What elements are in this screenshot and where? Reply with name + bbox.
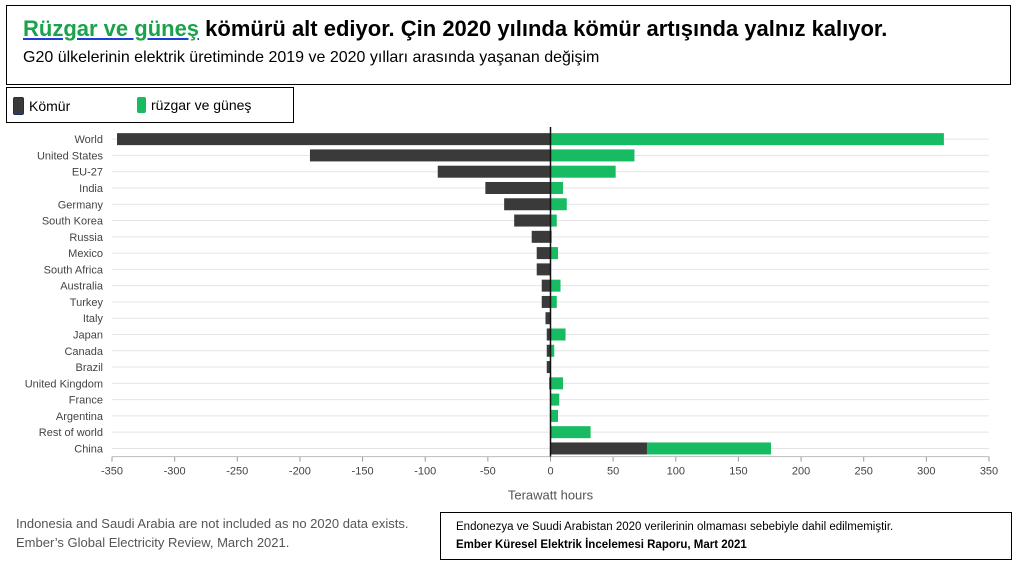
- bar-coal: [541, 279, 551, 292]
- bar-coal: [485, 181, 551, 194]
- bar-wind-solar: [550, 133, 944, 146]
- x-tick-label: -200: [289, 466, 311, 478]
- translation-note-line2: Ember Küresel Elektrik İncelemesi Raporu…: [456, 539, 747, 551]
- bar-coal: [550, 442, 647, 455]
- legend-item-coal: Kömür: [13, 97, 70, 115]
- bar-wind-solar: [550, 247, 559, 260]
- category-label: South Korea: [42, 216, 104, 228]
- x-tick-label: 200: [792, 466, 810, 478]
- x-tick-label: 150: [729, 466, 747, 478]
- x-tick-label: 0: [547, 466, 553, 478]
- title-highlight: Rüzgar ve güneş: [23, 16, 200, 41]
- category-label: Turkey: [70, 297, 104, 309]
- translation-note-line1: Endonezya ve Suudi Arabistan 2020 verile…: [456, 521, 894, 533]
- bar-coal: [117, 133, 551, 146]
- category-label: China: [74, 443, 104, 455]
- legend-item-wind-solar: rüzgar ve güneş: [137, 97, 251, 113]
- category-label: France: [69, 395, 103, 407]
- category-label: Germany: [58, 199, 104, 211]
- x-tick-label: 350: [980, 466, 998, 478]
- bar-coal: [536, 247, 551, 260]
- bar-coal: [536, 263, 551, 276]
- source-note: Indonesia and Saudi Arabia are not inclu…: [16, 514, 408, 552]
- category-label: United States: [37, 150, 104, 162]
- bar-coal: [514, 214, 551, 227]
- x-tick-label: 100: [667, 466, 685, 478]
- title-rest: kömürü alt ediyor. Çin 2020 yılında kömü…: [199, 16, 888, 41]
- category-label: Russia: [69, 232, 104, 244]
- bar-wind-solar: [550, 165, 616, 178]
- bar-wind-solar: [550, 393, 560, 406]
- category-label: EU-27: [72, 167, 103, 179]
- x-tick-label: -150: [352, 466, 374, 478]
- category-label: South Africa: [44, 264, 104, 276]
- source-note-line1: Indonesia and Saudi Arabia are not inclu…: [16, 516, 409, 531]
- chart-subtitle: G20 ülkelerinin elektrik üretiminde 2019…: [23, 49, 600, 66]
- coal-swatch: [13, 97, 24, 115]
- legend-label-wind-solar: rüzgar ve güneş: [151, 97, 252, 113]
- bar-chart: -350 -300 -250 -200 -150 -100 -50 0 50 100 150 200 2…: [25, 127, 998, 503]
- bar-wind-solar: [550, 328, 566, 341]
- category-label: Australia: [60, 281, 104, 293]
- legend-label-coal: Kömür: [29, 98, 71, 114]
- bar-wind-solar: [550, 149, 635, 162]
- bar-coal: [546, 361, 551, 374]
- x-tick-label: -250: [226, 466, 248, 478]
- category-label: Brazil: [75, 362, 103, 374]
- x-tick-label: -50: [480, 466, 496, 478]
- legend: Kömür rüzgar ve güneş: [6, 87, 294, 123]
- x-axis-title: Terawatt hours: [508, 488, 594, 503]
- x-tick-label: -300: [164, 466, 186, 478]
- bar-coal: [546, 344, 551, 357]
- bar-wind-solar: [550, 181, 564, 194]
- category-label: Japan: [73, 330, 103, 342]
- bar-wind-solar: [646, 442, 772, 455]
- category-label: World: [74, 134, 103, 146]
- x-tick-label: -100: [414, 466, 436, 478]
- category-label: Rest of world: [39, 427, 103, 439]
- x-tick-label: 300: [917, 466, 935, 478]
- bar-wind-solar: [550, 377, 564, 390]
- category-label: Italy: [83, 313, 104, 325]
- category-label: United Kingdom: [25, 378, 103, 390]
- translation-note-box: Endonezya ve Suudi Arabistan 2020 verile…: [440, 512, 1012, 560]
- bar-coal: [309, 149, 551, 162]
- bar-coal: [504, 198, 551, 211]
- bar-coal: [546, 328, 551, 341]
- title-box: Rüzgar ve güneş kömürü alt ediyor. Çin 2…: [6, 5, 1011, 85]
- bar-wind-solar: [550, 198, 567, 211]
- bar-coal: [531, 230, 551, 243]
- bar-wind-solar: [550, 409, 559, 422]
- wind-solar-swatch: [137, 97, 146, 113]
- bar-coal: [545, 312, 551, 325]
- category-label: Argentina: [56, 411, 104, 423]
- bar-coal: [541, 295, 551, 308]
- bar-wind-solar: [550, 295, 557, 308]
- category-label: India: [79, 183, 104, 195]
- bar-coal: [437, 165, 551, 178]
- chart-title: Rüzgar ve güneş kömürü alt ediyor. Çin 2…: [23, 16, 887, 42]
- bar-wind-solar: [551, 426, 591, 439]
- x-tick-label: 250: [855, 466, 873, 478]
- bar-wind-solar: [550, 279, 561, 292]
- category-label: Mexico: [68, 248, 103, 260]
- bar-wind-solar: [550, 214, 557, 227]
- x-tick-label: -350: [101, 466, 123, 478]
- source-note-line2: Ember’s Global Electricity Review, March…: [16, 535, 290, 550]
- x-tick-label: 50: [607, 466, 619, 478]
- category-label: Canada: [64, 346, 103, 358]
- bar-wind-solar: [550, 344, 555, 357]
